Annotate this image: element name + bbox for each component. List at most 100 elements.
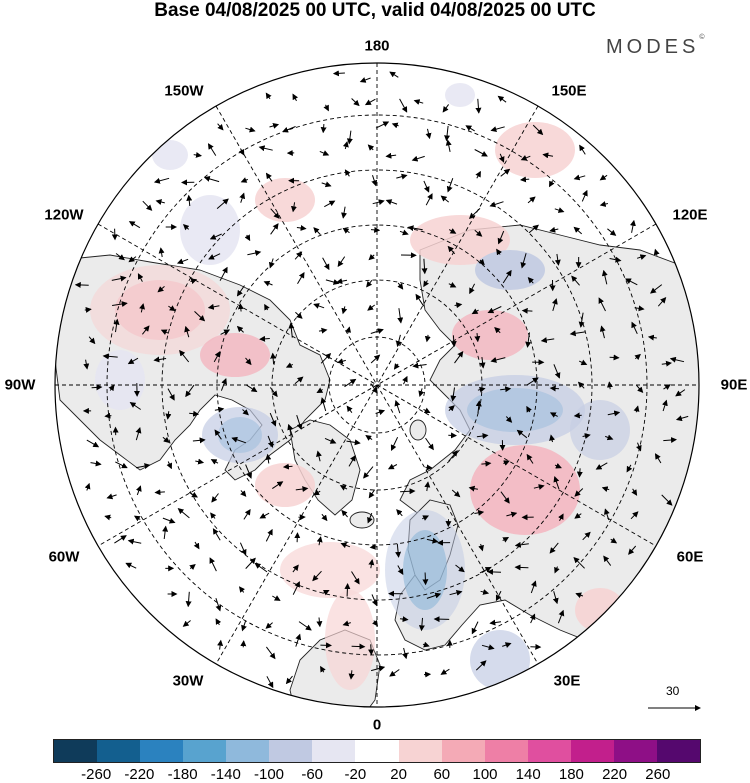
wind-vector bbox=[336, 278, 348, 285]
wind-vector bbox=[468, 485, 478, 492]
legend-tick-label: 140 bbox=[515, 766, 541, 783]
wind-vector bbox=[375, 121, 390, 129]
legend-tick-label: 60 bbox=[433, 766, 451, 783]
wind-vector bbox=[396, 173, 408, 180]
wind-vector bbox=[554, 207, 565, 213]
wind-vector bbox=[610, 537, 618, 544]
legend-swatch bbox=[97, 740, 141, 762]
wind-vector bbox=[599, 174, 608, 181]
wind-vector bbox=[160, 329, 169, 335]
wind-vector bbox=[549, 180, 555, 188]
wind-vector bbox=[244, 234, 251, 242]
wind-vector bbox=[342, 620, 351, 627]
wind-vector bbox=[179, 349, 190, 363]
wind-vector bbox=[633, 405, 640, 413]
wind-vector bbox=[344, 583, 351, 597]
wind-vector bbox=[389, 71, 399, 78]
wind-vector bbox=[112, 301, 128, 308]
wind-vector bbox=[346, 130, 353, 145]
wind-vector bbox=[554, 462, 562, 469]
wind-vector bbox=[500, 386, 512, 393]
wind-vector bbox=[444, 125, 451, 142]
wind-vector bbox=[313, 227, 321, 235]
wind-vector bbox=[324, 200, 336, 208]
wind-vector bbox=[265, 453, 272, 464]
wind-vector bbox=[603, 555, 612, 566]
wind-vector bbox=[411, 155, 425, 162]
wind-vector bbox=[320, 397, 327, 412]
wind-vector bbox=[520, 155, 531, 161]
wind-vector bbox=[176, 258, 189, 265]
wind-vector bbox=[446, 178, 454, 193]
wind-vector bbox=[288, 322, 295, 338]
wind-vector bbox=[285, 362, 294, 368]
wind-vector bbox=[231, 436, 247, 444]
wind-vector bbox=[313, 303, 325, 309]
wind-vector bbox=[476, 433, 489, 439]
wind-vector bbox=[142, 200, 153, 211]
wind-vector bbox=[245, 357, 252, 366]
wind-vector bbox=[520, 253, 527, 269]
legend-swatch bbox=[613, 740, 657, 762]
wind-vector bbox=[578, 312, 585, 328]
polar-map bbox=[54, 62, 701, 711]
wind-vector bbox=[263, 280, 273, 287]
wind-vector bbox=[469, 283, 476, 295]
wind-vector bbox=[341, 206, 348, 219]
lon-label-60w: 60W bbox=[48, 548, 80, 566]
wind-vector bbox=[505, 416, 513, 423]
wind-vector bbox=[663, 384, 671, 391]
wind-vector bbox=[424, 481, 431, 492]
anomaly-blob bbox=[180, 195, 240, 265]
wind-vector bbox=[514, 541, 529, 548]
anomaly-blob bbox=[202, 407, 278, 463]
wind-vector bbox=[345, 326, 352, 334]
wind-vector bbox=[282, 463, 293, 470]
map-boundary bbox=[54, 62, 700, 708]
wind-vector bbox=[154, 489, 165, 496]
anomaly-blob bbox=[570, 400, 630, 460]
wind-vector bbox=[219, 266, 228, 281]
wind-vector bbox=[332, 70, 345, 77]
wind-vector bbox=[422, 641, 430, 648]
wind-vector bbox=[240, 177, 248, 183]
wind-vector bbox=[607, 410, 621, 417]
wind-vector bbox=[158, 247, 165, 258]
wind-vector bbox=[192, 437, 206, 444]
wind-vector bbox=[533, 484, 545, 490]
wind-vector bbox=[372, 199, 385, 206]
wind-vector bbox=[106, 493, 117, 500]
anomaly-blob bbox=[445, 83, 475, 107]
wind-vector bbox=[479, 567, 492, 574]
wind-vector bbox=[549, 412, 558, 418]
wind-vector bbox=[449, 589, 463, 596]
wind-vector bbox=[313, 489, 321, 496]
wind-vector bbox=[182, 620, 191, 627]
legend-tick-label: -180 bbox=[167, 766, 198, 783]
wind-vector bbox=[657, 297, 667, 307]
wind-vector bbox=[399, 98, 408, 113]
wind-vector bbox=[238, 586, 246, 593]
lon-label-150w: 150W bbox=[164, 82, 204, 100]
wind-vector bbox=[440, 195, 450, 203]
wind-vector bbox=[295, 633, 302, 647]
wind-vector bbox=[359, 77, 371, 83]
wind-vector bbox=[323, 104, 329, 112]
wind-vector bbox=[245, 464, 252, 479]
legend-swatch bbox=[441, 740, 485, 762]
wind-vector bbox=[142, 325, 150, 335]
wind-vector bbox=[240, 640, 247, 648]
wind-vector bbox=[320, 665, 326, 673]
wind-vector bbox=[604, 508, 610, 521]
wind-vector bbox=[318, 327, 328, 334]
wind-vector bbox=[193, 541, 200, 550]
wind-vector bbox=[337, 256, 346, 268]
wind-vector bbox=[265, 172, 273, 182]
anomaly-blob bbox=[470, 630, 530, 690]
wind-vector bbox=[207, 143, 217, 156]
wind-vector bbox=[319, 150, 330, 156]
wind-vector bbox=[422, 572, 429, 586]
wind-vector bbox=[471, 308, 479, 315]
wind-vector bbox=[497, 95, 507, 103]
wind-vector bbox=[346, 405, 353, 413]
